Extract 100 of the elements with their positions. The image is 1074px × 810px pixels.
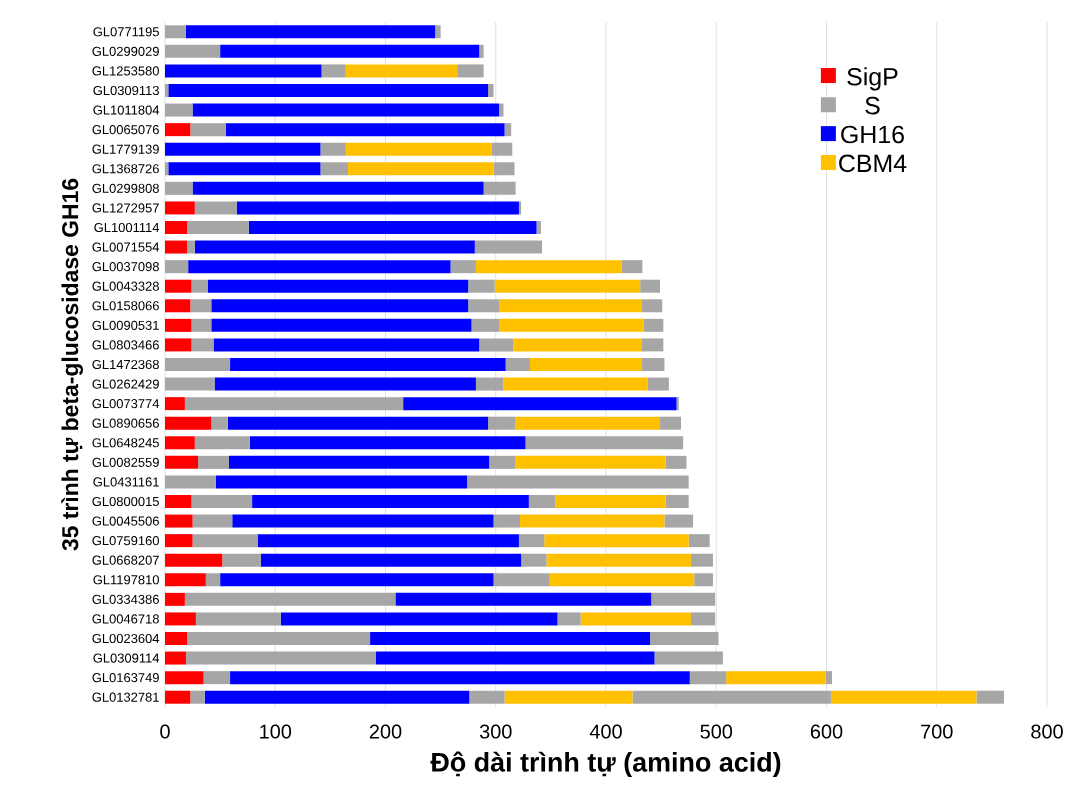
bar — [165, 181, 193, 195]
bar — [479, 338, 514, 352]
bar — [220, 573, 494, 587]
bar — [208, 279, 469, 293]
bar — [499, 318, 644, 332]
bar — [488, 83, 494, 97]
legend-label: GH16 — [841, 125, 904, 144]
bar — [192, 181, 484, 195]
bar — [165, 338, 192, 352]
bar — [488, 416, 516, 430]
bar — [483, 181, 516, 195]
bar — [165, 299, 191, 313]
bar — [321, 64, 346, 78]
bar — [165, 494, 192, 508]
bar — [228, 455, 490, 469]
bar — [403, 397, 677, 411]
bar — [640, 279, 661, 293]
bar — [665, 494, 689, 508]
bar — [165, 573, 206, 587]
bar — [546, 553, 691, 567]
bar — [450, 260, 476, 274]
bar — [165, 260, 189, 274]
bar — [641, 338, 664, 352]
bar — [211, 416, 228, 430]
bar — [505, 357, 530, 371]
bar — [214, 377, 476, 391]
y-tick-label: GL1779139 — [92, 144, 159, 154]
x-tick-label: 400 — [589, 724, 622, 739]
bar — [222, 553, 261, 567]
bar — [690, 612, 716, 626]
bar — [190, 123, 226, 137]
bar — [375, 651, 655, 665]
bar — [220, 44, 480, 58]
bar — [515, 455, 666, 469]
y-tick-label: GL0132781 — [92, 692, 159, 702]
y-tick-label: GL0082559 — [92, 457, 159, 467]
bar — [252, 494, 529, 508]
bar — [493, 162, 515, 176]
bar — [632, 690, 831, 704]
y-tick-label: GL0073774 — [92, 399, 160, 409]
y-tick-label: GL0771195 — [93, 27, 159, 37]
y-tick-label: GL0023604 — [92, 633, 160, 644]
y-tick-label: GL0334386 — [92, 594, 159, 604]
bar — [260, 553, 522, 567]
y-tick-label: GL0299808 — [92, 183, 159, 193]
bar — [518, 534, 545, 548]
bar — [165, 201, 195, 215]
bar — [654, 651, 723, 665]
bar — [205, 573, 221, 587]
bar — [198, 455, 229, 469]
x-tick-label: 500 — [700, 724, 733, 739]
bar — [165, 142, 321, 156]
bar — [194, 201, 237, 215]
y-tick-label: GL0309114 — [93, 653, 160, 663]
bar — [165, 475, 216, 489]
bar — [469, 690, 505, 704]
bar — [660, 416, 681, 430]
bar — [726, 671, 826, 685]
bar — [499, 299, 642, 313]
bar — [249, 436, 526, 450]
y-tick-label: GL1001114 — [94, 222, 160, 233]
bar — [165, 103, 193, 117]
bar — [529, 357, 642, 371]
bar — [471, 318, 500, 332]
bar — [188, 260, 451, 274]
y-tick-label: GL0800015 — [92, 496, 159, 507]
y-tick-label: GL0262429 — [92, 379, 159, 389]
y-tick-label: GL0065076 — [92, 125, 159, 135]
bar — [211, 318, 472, 332]
y-tick-label: GL1368726 — [92, 164, 159, 174]
bar — [165, 514, 193, 528]
bar — [468, 299, 500, 313]
bar — [165, 651, 186, 665]
bar — [976, 690, 1005, 704]
bar — [165, 377, 215, 391]
x-tick-label: 200 — [369, 724, 402, 739]
x-tick-label: 100 — [260, 724, 292, 739]
bar — [192, 514, 233, 528]
y-tick-label: GL0890656 — [92, 418, 159, 428]
bar — [544, 534, 689, 548]
y-tick-label: GL0648245 — [92, 438, 159, 448]
bar — [580, 612, 691, 626]
bar — [191, 318, 212, 332]
bar — [467, 475, 689, 489]
y-tick-label: GL0309113 — [93, 85, 159, 96]
bar — [370, 631, 651, 645]
bar — [504, 123, 512, 137]
y-tick-label: GL0037098 — [92, 262, 159, 272]
y-tick-label: GL1197810 — [93, 575, 159, 585]
y-tick-label: GL1272957 — [92, 203, 159, 213]
bar — [345, 142, 492, 156]
bar — [165, 416, 212, 430]
bar — [165, 612, 196, 626]
bar — [190, 690, 205, 704]
bar — [165, 455, 199, 469]
bar — [518, 201, 522, 215]
y-tick-label: GL0759160 — [92, 536, 159, 546]
bar — [515, 416, 661, 430]
y-tick-label: GL0431161 — [93, 477, 159, 487]
bar — [676, 397, 679, 411]
